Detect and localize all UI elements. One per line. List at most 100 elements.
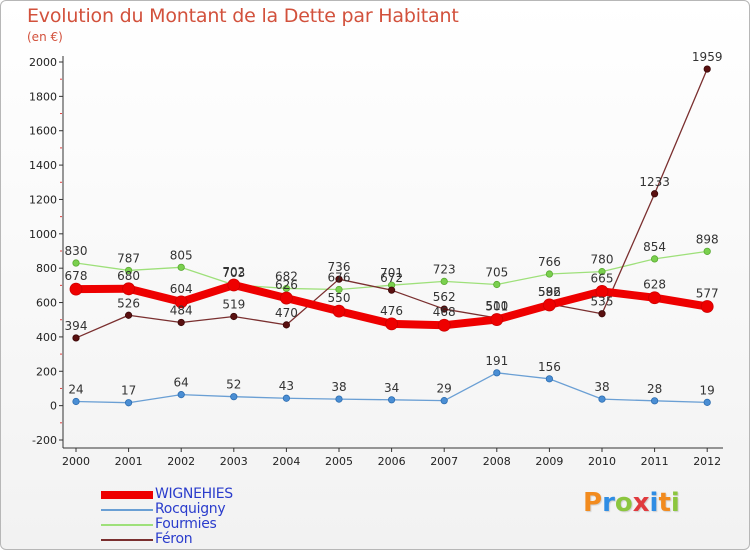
- data-point-wignehies: [279, 291, 293, 305]
- y-tick-label: 1000: [29, 228, 57, 241]
- data-label-fourmies: 830: [65, 244, 88, 258]
- data-label-fourmies: 854: [643, 240, 666, 254]
- data-label-wignehies: 680: [117, 269, 140, 283]
- data-point-wignehies: [595, 284, 609, 298]
- data-label-rocquigny: 19: [700, 383, 715, 397]
- x-tick-label: 2011: [641, 455, 669, 468]
- data-label-fourmies: 787: [117, 251, 140, 265]
- logo-letter: i: [649, 488, 659, 518]
- data-point-rocquigny: [72, 397, 80, 406]
- data-label-wignehies: 678: [65, 269, 88, 283]
- data-point-fron: [387, 286, 396, 294]
- data-label-wignehies: 665: [591, 271, 614, 285]
- y-tick-label: 1400: [29, 159, 57, 172]
- x-tick-label: 2009: [535, 455, 563, 468]
- legend-swatch: [101, 491, 153, 499]
- y-tick-label: 800: [36, 262, 57, 275]
- data-label-fron: 484: [170, 303, 193, 317]
- data-label-rocquigny: 191: [485, 354, 508, 368]
- y-tick-label: 1200: [29, 193, 57, 206]
- data-point-fron: [440, 305, 448, 313]
- data-point-rocquigny: [493, 369, 501, 377]
- data-label-fourmies: 682: [275, 269, 298, 283]
- x-tick-label: 2007: [430, 455, 458, 468]
- legend-swatch: [101, 509, 153, 511]
- data-point-wignehies: [227, 278, 241, 292]
- data-point-rocquigny: [282, 394, 290, 402]
- data-label-rocquigny: 52: [226, 378, 241, 392]
- data-label-rocquigny: 24: [68, 383, 83, 397]
- data-label-fron: 394: [65, 319, 88, 333]
- data-point-rocquigny: [650, 397, 659, 405]
- logo-letter: x: [632, 488, 650, 518]
- data-label-wignehies: 626: [275, 278, 298, 292]
- logo-letter: P: [583, 488, 603, 518]
- data-label-fron: 672: [380, 271, 403, 285]
- data-label-rocquigny: 64: [174, 376, 189, 390]
- x-tick-label: 2004: [272, 455, 300, 468]
- data-label-rocquigny: 43: [279, 379, 294, 393]
- y-tick-label: 0: [50, 400, 57, 413]
- data-point-wignehies: [69, 282, 83, 296]
- data-label-wignehies: 476: [380, 304, 403, 318]
- data-point-fourmies: [177, 263, 185, 271]
- data-label-wignehies: 501: [485, 300, 508, 314]
- chart-title: Evolution du Montant de la Dette par Hab…: [27, 5, 459, 27]
- x-tick-label: 2003: [220, 455, 248, 468]
- data-label-fourmies: 780: [591, 253, 614, 267]
- data-point-rocquigny: [703, 398, 711, 406]
- data-label-fron: 736: [328, 260, 351, 274]
- legend-label: Fourmies: [155, 516, 217, 532]
- data-point-fourmies: [598, 268, 606, 276]
- data-label-fourmies: 805: [170, 248, 193, 262]
- y-tick-label: 1600: [29, 125, 57, 138]
- data-point-wignehies: [332, 304, 346, 318]
- data-point-fourmies: [493, 280, 501, 289]
- y-tick-label: 2000: [29, 56, 57, 69]
- x-tick-label: 2005: [325, 455, 353, 468]
- data-label-wignehies: 550: [328, 291, 351, 305]
- legend-label: Féron: [155, 531, 193, 547]
- data-label-fourmies: 723: [433, 262, 456, 276]
- data-point-rocquigny: [440, 397, 448, 405]
- data-point-fron: [598, 310, 606, 318]
- x-tick-label: 2000: [62, 455, 90, 468]
- data-point-fourmies: [125, 266, 133, 275]
- data-point-fron: [703, 65, 711, 73]
- data-point-wignehies: [174, 295, 188, 309]
- data-label-fron: 1959: [692, 50, 723, 64]
- data-label-fourmies: 676: [328, 270, 351, 284]
- legend-swatch: [101, 539, 153, 541]
- data-point-rocquigny: [598, 395, 606, 403]
- data-label-fourmies: 898: [696, 232, 719, 246]
- data-label-fourmies: 701: [380, 266, 403, 280]
- data-label-rocquigny: 17: [121, 384, 136, 398]
- data-point-fron: [72, 334, 80, 342]
- data-label-fron: 1233: [639, 175, 670, 189]
- data-point-fourmies: [650, 255, 659, 263]
- data-point-rocquigny: [177, 391, 185, 399]
- logo-letter: r: [602, 488, 615, 518]
- data-point-rocquigny: [230, 393, 238, 401]
- x-tick-label: 2008: [483, 455, 511, 468]
- data-point-fron: [177, 318, 185, 327]
- y-tick-label: 400: [36, 331, 57, 344]
- data-point-fron: [335, 275, 343, 283]
- x-tick-label: 2012: [693, 455, 721, 468]
- data-point-wignehies: [385, 317, 399, 331]
- y-tick-label: 600: [36, 297, 57, 310]
- data-point-wignehies: [437, 318, 451, 332]
- data-label-fron: 510: [485, 299, 508, 313]
- data-point-fron: [125, 311, 133, 319]
- data-label-fourmies: 705: [485, 266, 508, 280]
- logo-letter: i: [670, 488, 680, 518]
- data-label-rocquigny: 28: [647, 382, 662, 396]
- data-label-fron: 519: [222, 297, 245, 311]
- data-point-fron: [282, 321, 290, 329]
- data-point-rocquigny: [545, 375, 554, 383]
- data-point-wignehies: [490, 313, 504, 326]
- data-label-fron: 535: [591, 295, 614, 309]
- data-point-rocquigny: [125, 399, 133, 407]
